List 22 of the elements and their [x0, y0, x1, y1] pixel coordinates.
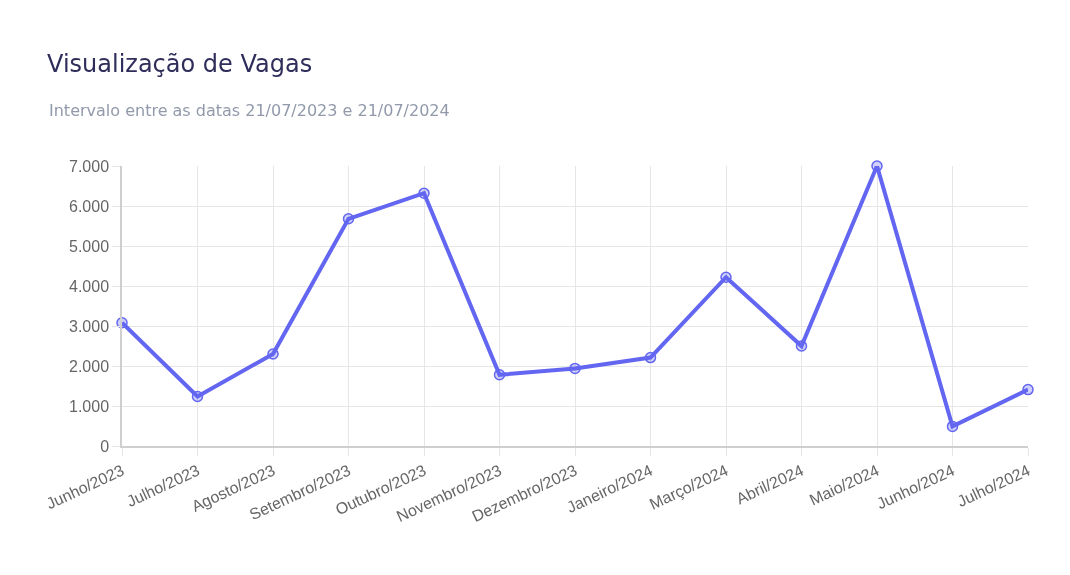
- point: [569, 362, 581, 375]
- point: [1022, 383, 1034, 396]
- y-tick-label: 6.000: [69, 197, 110, 215]
- y-tick-label: 1.000: [69, 397, 110, 415]
- point: [418, 187, 430, 199]
- point: [871, 160, 883, 172]
- point: [267, 348, 279, 360]
- point: [342, 213, 355, 225]
- y-tick-label: 0: [100, 437, 110, 455]
- y-tick-label: 5.000: [69, 237, 110, 255]
- chart-subtitle: Intervalo entre as datas 21/07/2023 e 21/07/2024: [49, 101, 450, 120]
- point: [795, 340, 808, 352]
- y-tick-label: 4.000: [69, 277, 110, 295]
- point: [644, 351, 657, 364]
- y-tick-label: 2.000: [69, 357, 110, 375]
- point: [946, 420, 959, 433]
- point: [191, 390, 204, 403]
- point: [720, 271, 732, 283]
- point: [493, 369, 506, 381]
- y-tick-label: 3.000: [69, 317, 110, 335]
- chart-title: Visualização de Vagas: [47, 50, 313, 79]
- y-tick-label: 7.000: [69, 157, 110, 175]
